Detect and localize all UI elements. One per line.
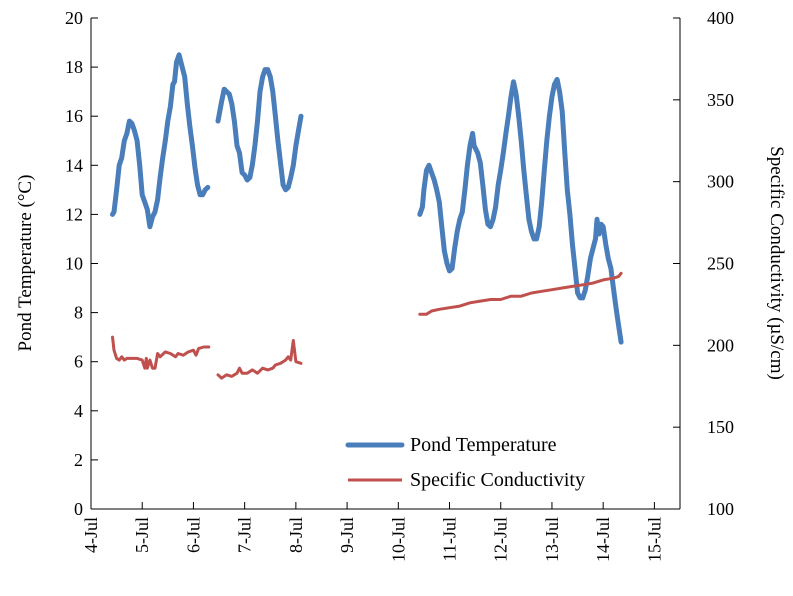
y-tick-label: 8 <box>74 303 83 323</box>
x-tick-label: 15-Jul <box>644 517 664 562</box>
y-tick-label: 12 <box>65 204 83 224</box>
y-tick-label: 18 <box>65 57 83 77</box>
x-tick-label: 9-Jul <box>337 517 357 553</box>
y-tick-label: 6 <box>74 352 83 372</box>
x-tick-label: 8-Jul <box>286 517 306 553</box>
x-tick-label: 12-Jul <box>491 517 511 562</box>
y-axis-title: Pond Temperature (°C) <box>15 175 36 352</box>
y-tick-label: 0 <box>74 499 83 519</box>
legend: Pond Temperature Specific Conductivity <box>345 434 585 491</box>
x-tick-label: 11-Jul <box>440 517 460 561</box>
x-tick-label: 10-Jul <box>388 517 408 562</box>
x-tick-label: 14-Jul <box>593 517 613 562</box>
y2-tick-label: 350 <box>707 90 734 110</box>
x-tick-label: 7-Jul <box>235 517 255 553</box>
series-layer <box>110 52 624 380</box>
y2-axis-title: Specific Conductivity (µS/cm) <box>766 146 787 380</box>
y-tick-label: 10 <box>65 254 83 274</box>
conductivity-line-segment-3 <box>418 271 623 316</box>
conductivity-line-segment-2 <box>216 338 303 380</box>
axes: 0 2 4 6 8 10 12 14 16 18 20 100 150 200 250 300 350 400 4-… <box>15 8 787 562</box>
y-tick-label: 20 <box>65 8 83 28</box>
legend-label-temperature: Pond Temperature <box>410 434 557 456</box>
y2-tick-label: 300 <box>707 172 734 192</box>
y2-tick-label: 400 <box>707 8 734 28</box>
legend-label-conductivity: Specific Conductivity <box>410 469 585 491</box>
x-tick-label: 5-Jul <box>132 517 152 553</box>
x-tick-label: 4-Jul <box>81 517 101 553</box>
x-tick-label: 13-Jul <box>542 517 562 562</box>
y2-tick-label: 100 <box>707 499 734 519</box>
temperature-line-segment-2 <box>215 67 304 193</box>
y-tick-label: 14 <box>65 155 83 175</box>
temperature-line-segment-1 <box>110 52 211 230</box>
y2-tick-label: 150 <box>707 417 734 437</box>
y-tick-label: 4 <box>74 401 83 421</box>
y-tick-label: 16 <box>65 106 83 126</box>
temperature-line-segment-3 <box>417 76 624 345</box>
y2-tick-label: 250 <box>707 254 734 274</box>
x-tick-label: 6-Jul <box>183 517 203 553</box>
y2-tick-label: 200 <box>707 335 734 355</box>
y-tick-label: 2 <box>74 450 83 470</box>
conductivity-line-segment-1 <box>111 335 211 370</box>
